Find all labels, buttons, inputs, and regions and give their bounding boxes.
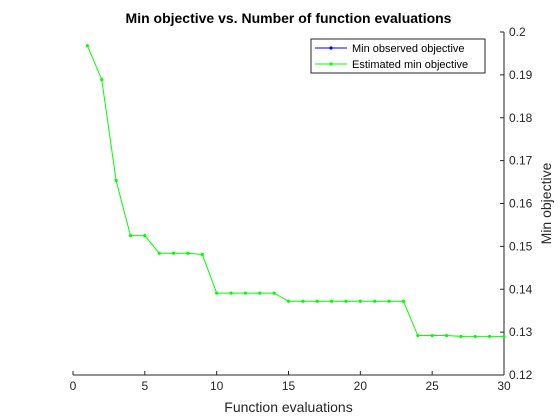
legend-marker — [329, 62, 333, 66]
y-tick-label: 0.16 — [509, 197, 533, 211]
data-point — [488, 334, 492, 339]
data-point — [258, 291, 262, 295]
series-line — [86, 45, 504, 337]
data-point — [272, 291, 276, 295]
x-axis: 0 5 10 15 20 25 30 — [70, 371, 511, 393]
data-point — [171, 251, 176, 255]
x-tick-label: 0 — [70, 379, 77, 393]
data-point — [100, 77, 104, 82]
data-point — [128, 234, 133, 238]
data-point — [401, 299, 406, 303]
series-layer — [85, 44, 506, 339]
data-point — [358, 299, 362, 303]
data-point — [286, 299, 291, 303]
data-point — [243, 291, 247, 295]
data-point — [315, 299, 319, 303]
legend-marker — [329, 46, 333, 50]
data-point — [85, 44, 89, 48]
y-tick-label: 0.19 — [509, 68, 533, 82]
y-tick-label: 0.13 — [509, 325, 533, 339]
x-tick-label: 30 — [497, 379, 511, 393]
data-point — [143, 234, 147, 238]
x-tick-label: 25 — [425, 379, 439, 393]
x-tick-label: 20 — [354, 379, 368, 393]
y-tick-label: 0.15 — [509, 239, 533, 253]
data-point — [387, 299, 391, 303]
legend: Min observed objective Estimated min obje… — [310, 38, 486, 74]
y-tick-label: 0.2 — [509, 25, 526, 39]
data-point — [473, 334, 477, 339]
data-point — [416, 333, 420, 338]
chart-title: Min objective vs. Number of function eva… — [126, 10, 452, 26]
data-point — [430, 333, 434, 338]
x-tick-label: 5 — [141, 379, 148, 393]
data-point — [200, 252, 204, 257]
data-point — [502, 334, 506, 339]
legend-label: Estimated min objective — [352, 59, 468, 71]
legend-box — [310, 38, 486, 74]
legend-label: Min observed objective — [352, 43, 465, 55]
y-tick-label: 0.17 — [509, 154, 533, 168]
y-axis-label: Min objective — [538, 162, 554, 244]
x-axis-label: Function evaluations — [224, 399, 352, 415]
data-point — [444, 333, 449, 338]
x-tick-label: 15 — [282, 379, 296, 393]
y-tick-label: 0.18 — [509, 111, 533, 125]
y-tick-label: 0.14 — [509, 282, 533, 296]
data-point — [459, 334, 463, 339]
data-point — [186, 251, 190, 255]
data-point — [114, 178, 118, 182]
data-point — [157, 251, 161, 255]
data-point — [330, 299, 334, 303]
data-point — [215, 291, 219, 295]
y-axis: 0.12 0.13 0.14 0.15 0.16 0.17 0.18 0.19 0.2 — [500, 25, 533, 382]
y-tick-label: 0.12 — [509, 368, 533, 382]
data-point — [373, 299, 377, 303]
x-tick-label: 10 — [210, 379, 224, 393]
data-point — [229, 291, 233, 295]
data-point — [301, 299, 305, 303]
plot-area — [73, 32, 504, 375]
data-point — [344, 299, 348, 303]
series-1 — [85, 44, 506, 339]
